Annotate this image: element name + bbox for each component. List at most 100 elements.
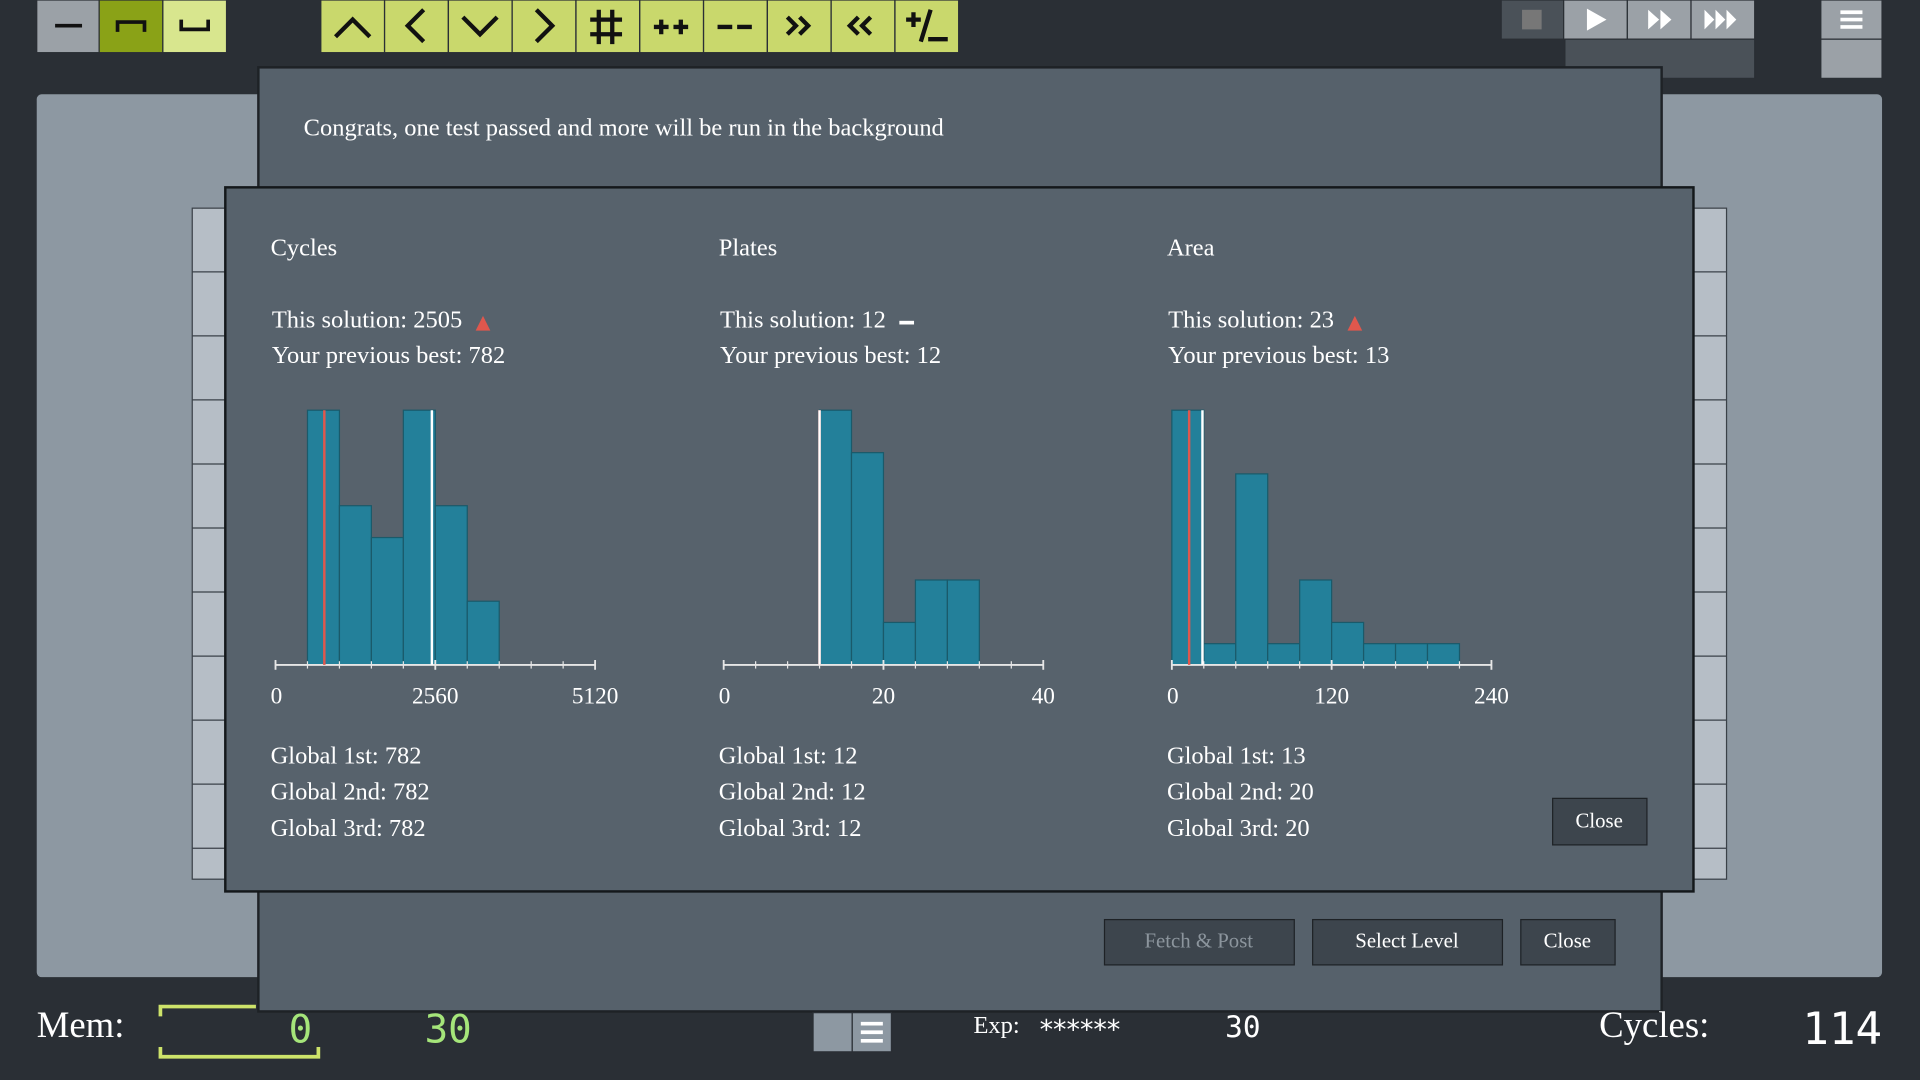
trend-indicator (475, 315, 491, 331)
histogram-bar (914, 579, 948, 666)
record-label: Global 2nd: (1167, 779, 1283, 806)
x-tick-label: 0 (719, 683, 731, 709)
histogram-bar (946, 579, 980, 666)
histogram-bar (1171, 409, 1205, 666)
tool-button[interactable] (162, 0, 228, 54)
solution-value: 2505 (413, 307, 462, 334)
tool-button[interactable] (511, 0, 577, 54)
tool-icon (785, 15, 812, 36)
chart-title: Cycles (271, 234, 338, 261)
tool-button[interactable] (702, 0, 768, 54)
board-strip (1692, 207, 1728, 880)
chart-title: Plates (719, 234, 777, 261)
exp-count: 30 (1225, 1010, 1260, 1044)
histogram-bar (338, 505, 373, 666)
histogram-bar (850, 452, 885, 666)
histogram-bar (1235, 473, 1269, 666)
mem-value: 0 (289, 1008, 313, 1053)
tool-button[interactable] (766, 0, 832, 54)
tool-icon (333, 16, 372, 39)
button-label: Fetch & Post (1144, 929, 1253, 953)
toolbar (320, 0, 960, 54)
fetch-post-button[interactable] (1103, 918, 1295, 966)
x-tick-label: 0 (1167, 683, 1179, 709)
strip-cells (192, 271, 1727, 849)
solution-value: 12 (861, 307, 885, 334)
previous-label: Your previous best: (720, 342, 911, 369)
previous-value: 13 (1365, 342, 1389, 369)
x-tick-label: 0 (271, 683, 283, 709)
previous-value: 782 (469, 342, 506, 369)
record-label: Global 3rd: (271, 815, 383, 842)
histogram-bar (1267, 643, 1301, 666)
mem-limit: 30 (425, 1008, 472, 1053)
tool-icon (461, 15, 499, 38)
tool-button[interactable] (384, 0, 449, 54)
histogram-bar (466, 600, 500, 666)
x-tick-label: 40 (1032, 683, 1055, 709)
save-button[interactable] (1820, 38, 1883, 79)
tool-button[interactable] (575, 0, 641, 54)
tool-icon (846, 15, 873, 36)
record-label: Global 3rd: (719, 815, 831, 842)
trend-indicator (899, 320, 915, 325)
close-button[interactable] (1552, 797, 1648, 846)
exp-label: Exp: (973, 1012, 1019, 1039)
close-button[interactable] (1520, 918, 1616, 966)
tool-icon (653, 19, 689, 35)
exp-value: ****** (1040, 1015, 1121, 1046)
dialog-message: Congrats, one test passed and more will … (304, 114, 944, 141)
record-value: 782 (393, 779, 430, 806)
trend-indicator (1347, 315, 1363, 331)
tool-icon (906, 9, 948, 43)
histogram-bar (1426, 643, 1461, 666)
histogram-bar (1394, 643, 1429, 666)
histogram-bar (1331, 621, 1365, 666)
record-value: 12 (837, 815, 861, 842)
tool-button[interactable] (639, 0, 705, 54)
tool-icon (55, 19, 210, 32)
histogram-bar (370, 536, 404, 666)
record-label: Global 1st: (1167, 743, 1275, 770)
previous-label: Your previous best: (1168, 342, 1359, 369)
menu-button[interactable] (1820, 0, 1883, 40)
tool-icon (590, 9, 623, 45)
tool-button[interactable] (447, 0, 513, 54)
record-label: Global 2nd: (271, 779, 387, 806)
solution-value: 23 (1310, 307, 1334, 334)
record-value: 782 (389, 815, 426, 842)
tool-button[interactable] (320, 0, 386, 54)
x-tick-label: 2560 (412, 683, 459, 709)
record-label: Global 1st: (271, 743, 379, 770)
run-controls (1500, 0, 1883, 79)
histogram-bar (1203, 643, 1237, 666)
button-label: Select Level (1355, 929, 1459, 953)
record-value: 13 (1281, 743, 1305, 770)
x-tick-label: 120 (1314, 683, 1349, 709)
toolbar (36, 0, 228, 54)
record-label: Global 1st: (719, 743, 827, 770)
board-strip (191, 207, 226, 880)
cycle-button[interactable] (812, 1012, 853, 1053)
solution-label: This solution: (272, 307, 407, 334)
cycles-label: Cycles: (1599, 1004, 1709, 1045)
stop-button[interactable] (1500, 0, 1565, 40)
histogram-bar (1362, 643, 1397, 666)
button-label: Close (1575, 809, 1622, 833)
select-level-button[interactable] (1312, 918, 1504, 966)
record-label: Global 2nd: (719, 779, 835, 806)
tool-icon (404, 8, 426, 44)
solution-label: This solution: (1168, 307, 1303, 334)
record-value: 12 (833, 743, 857, 770)
previous-value: 12 (917, 342, 941, 369)
x-tick-label: 20 (872, 683, 895, 709)
menu-icon (1840, 10, 1863, 29)
record-label: Global 3rd: (1167, 815, 1279, 842)
run-icons (1586, 8, 1737, 31)
list-icon (860, 1021, 883, 1043)
tool-button[interactable] (98, 0, 164, 54)
stats-dialog (224, 186, 1695, 893)
mem-label: Mem: (37, 1004, 125, 1045)
